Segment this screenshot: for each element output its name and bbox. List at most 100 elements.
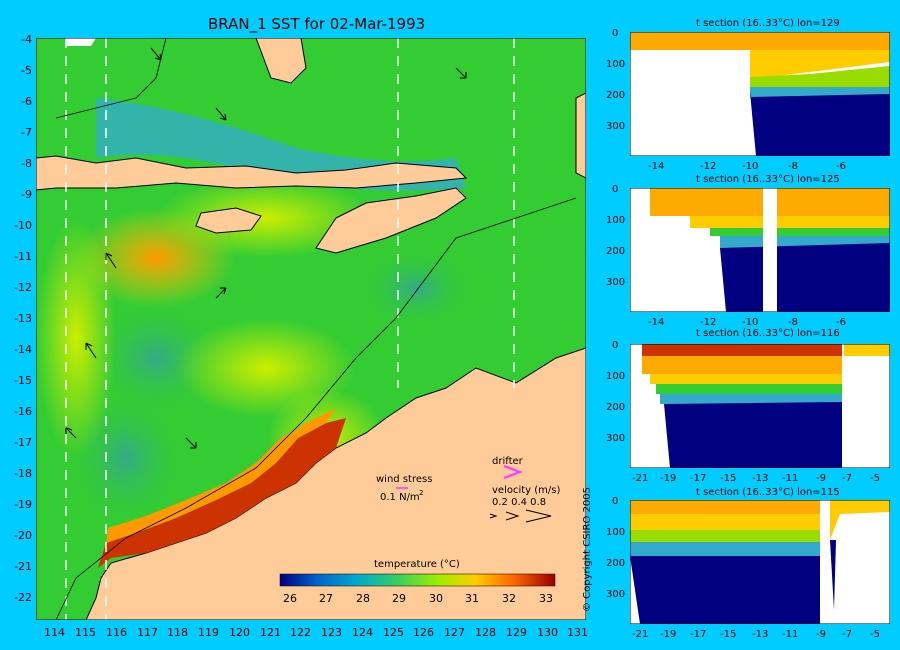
section-ytick: 0	[612, 28, 619, 39]
section-xtick: -6	[836, 317, 846, 328]
cool-patch	[356, 248, 476, 328]
section-xtick: -9	[816, 473, 826, 484]
lon-tick: 116	[106, 626, 127, 639]
section-xtick: -17	[690, 473, 707, 484]
lon-tick: 122	[290, 626, 311, 639]
lat-tick: -8	[21, 157, 32, 170]
lat-tick: -17	[14, 436, 32, 449]
section-xtick: -15	[720, 629, 737, 640]
lat-tick: -9	[21, 188, 32, 201]
map-title: BRAN_1 SST for 02-Mar-1993	[208, 15, 426, 33]
section-ytick: 0	[612, 496, 619, 507]
section-xtick: -21	[632, 473, 649, 484]
velocity-values: 0.2 0.4 0.8	[492, 497, 546, 508]
island-chain	[36, 155, 468, 191]
section-ytick: 300	[606, 121, 626, 132]
lon-tick: 124	[352, 626, 373, 639]
section-xtick: -9	[816, 629, 826, 640]
lon-tick: 117	[137, 626, 158, 639]
section-ytick: 100	[606, 59, 626, 70]
section-xtick: -10	[742, 317, 759, 328]
section-xtick: -19	[660, 473, 677, 484]
section-ytick: 0	[612, 340, 619, 351]
velocity-arrows	[489, 509, 552, 523]
section-title: t section (16..33°C) lon=116	[696, 328, 840, 339]
colorbar-tick: 30	[429, 592, 443, 605]
lat-tick: -22	[14, 591, 32, 604]
section-plot-lon116	[630, 344, 890, 468]
lat-tick: -12	[14, 281, 32, 294]
timor-island	[315, 187, 467, 254]
colorbar-tick: 33	[539, 592, 553, 605]
lat-tick: -7	[21, 126, 32, 139]
colorbar-tick: 26	[283, 592, 297, 605]
colorbar-ticks: 26 27 28 29 30 31 32 33	[283, 592, 553, 605]
section-xtick: -21	[632, 629, 649, 640]
lon-tick: 129	[506, 626, 527, 639]
lon-tick-labels: 114 115 116 117 118 119 120 121 122 123 …	[0, 626, 600, 642]
warm-coastal-band	[98, 418, 346, 568]
lat-tick: -6	[21, 95, 32, 108]
section-ytick: 100	[606, 215, 626, 226]
lat-tick: -13	[14, 312, 32, 325]
section-plot-lon115	[630, 500, 890, 624]
section-ytick: 200	[606, 402, 626, 413]
lon-tick: 121	[260, 626, 281, 639]
lat-tick: -14	[14, 343, 32, 356]
section-ytick: 100	[606, 527, 626, 538]
sumba-island	[195, 207, 262, 234]
section-xtick: -15	[720, 473, 737, 484]
section-xtick: -13	[752, 629, 769, 640]
section-ytick: 200	[606, 90, 626, 101]
lon-tick: 127	[444, 626, 465, 639]
lat-tick: -4	[21, 33, 32, 46]
section-xtick: -17	[690, 629, 707, 640]
sst-map: wind stress 0.1 N/m 2 drifter velocity (…	[36, 38, 586, 620]
lat-tick: -15	[14, 374, 32, 387]
lon-tick: 126	[413, 626, 434, 639]
lon-tick: 114	[44, 626, 65, 639]
lon-tick: 118	[167, 626, 188, 639]
wind-stress-sup: 2	[419, 489, 423, 497]
section-xtick: -5	[870, 473, 880, 484]
lat-tick: -18	[14, 467, 32, 480]
section-plot-lon125	[630, 188, 890, 312]
drifter-icon	[503, 465, 523, 479]
section-ytick: 300	[606, 589, 626, 600]
lon-tick: 131	[567, 626, 588, 639]
section-xtick: -14	[648, 317, 665, 328]
wind-stress-label: wind stress	[376, 474, 432, 485]
section-title: t section (16..33°C) lon=125	[696, 174, 840, 185]
section-xtick: -7	[842, 629, 852, 640]
lat-tick: -19	[14, 498, 32, 511]
lat-tick: -5	[21, 64, 32, 77]
section-xtick: -13	[752, 473, 769, 484]
lat-tick-labels: -4 -5 -6 -7 -8 -9 -10 -11 -12 -13 -14 -1…	[0, 0, 34, 650]
copyright-text: © Copyright CSIRO 2005	[582, 487, 593, 612]
warm-coastal-band-edge	[106, 408, 336, 543]
colorbar-tick: 29	[392, 592, 406, 605]
section-xtick: -12	[700, 161, 717, 172]
section-xtick: -14	[648, 161, 665, 172]
drifter-label: drifter	[492, 456, 524, 467]
lon-tick: 125	[383, 626, 404, 639]
section-xtick: -5	[870, 629, 880, 640]
lat-tick: -20	[14, 529, 32, 542]
section-ytick: 0	[612, 184, 619, 195]
section-xtick: -11	[782, 629, 799, 640]
section-ytick: 100	[606, 371, 626, 382]
section-title: t section (16..33°C) lon=129	[696, 18, 840, 29]
section-ytick: 300	[606, 433, 626, 444]
lon-tick: 123	[321, 626, 342, 639]
bathymetry-contour	[55, 38, 167, 119]
section-xtick: -10	[742, 161, 759, 172]
section-xtick: -12	[700, 317, 717, 328]
east-land	[575, 92, 586, 179]
wind-arrows	[65, 47, 467, 449]
colorbar-tick: 32	[502, 592, 516, 605]
lon-tick: 119	[198, 626, 219, 639]
section-ytick: 200	[606, 246, 626, 257]
colorbar-tick: 31	[465, 592, 479, 605]
warm-patch	[156, 178, 376, 258]
lat-tick: -10	[14, 219, 32, 232]
